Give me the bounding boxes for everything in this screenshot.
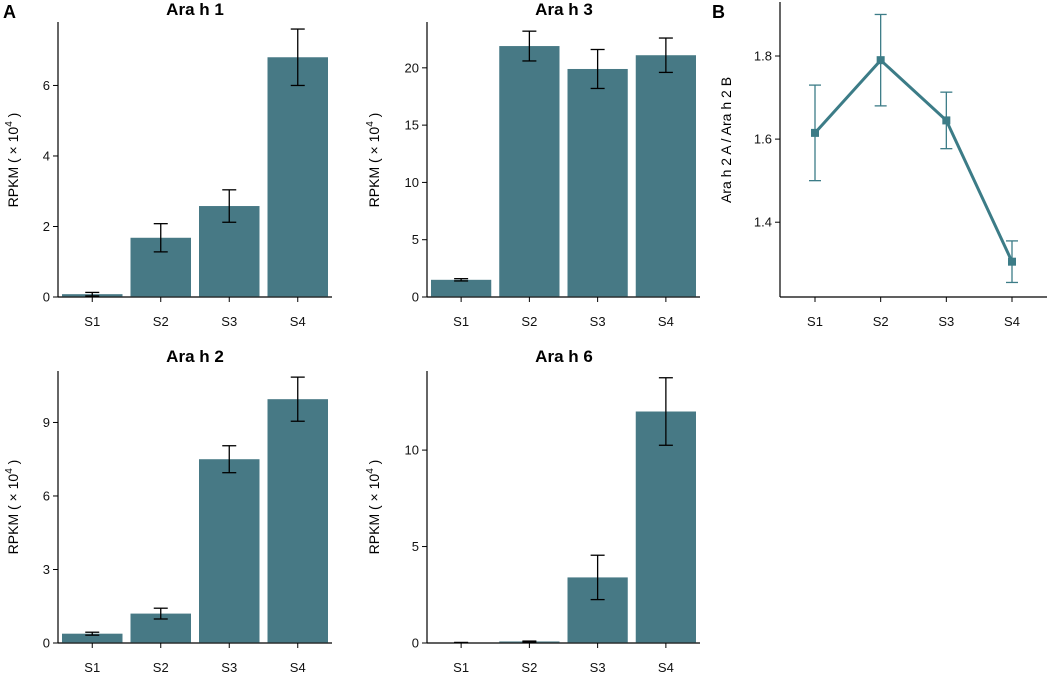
y-tick-label: 1.8 [754, 49, 772, 64]
bar-s4 [267, 399, 328, 643]
x-tick-label: S1 [453, 314, 469, 329]
bar-s1 [431, 279, 492, 297]
y-tick-label: 15 [405, 118, 419, 133]
x-tick-label: S4 [290, 660, 306, 675]
y-axis-label-suffix: ) [5, 113, 21, 122]
y-axis-label-exponent: 4 [4, 121, 15, 127]
y-tick-label: 3 [43, 562, 50, 577]
y-axis-label-exponent: 4 [4, 468, 15, 474]
bar-s2 [499, 46, 560, 297]
y-axis-label-exponent: 4 [365, 468, 376, 474]
y-tick-label: 5 [412, 232, 419, 247]
bar-s3 [199, 459, 260, 643]
y-axis-label-text: RPKM ( × 10 [366, 474, 382, 555]
data-point-s2 [876, 56, 885, 65]
y-axis-label: RPKM ( × 104 ) [365, 113, 382, 208]
x-tick-label: S4 [658, 314, 674, 329]
y-axis-label-text: RPKM ( × 10 [366, 127, 382, 208]
chart-title: Ara h 6 [535, 347, 593, 366]
y-tick-label: 4 [43, 148, 50, 163]
chart-title: Ara h 3 [535, 0, 593, 19]
y-tick-label: 10 [405, 175, 419, 190]
y-tick-label: 0 [412, 290, 419, 305]
data-point-s1 [811, 128, 819, 137]
chart-ara-h-2: 0 3 6 9 Ara h 2 RPKM ( × 104 ) S1 S2 S3 S4 [4, 347, 332, 675]
y-axis-label-suffix: ) [5, 460, 21, 469]
x-tick-label: S3 [221, 660, 237, 675]
y-axis-label: RPKM ( × 104 ) [4, 460, 21, 555]
y-axis-label: RPKM ( × 104 ) [4, 113, 21, 208]
x-tick-label: S3 [590, 314, 606, 329]
y-tick-label: 0 [43, 636, 50, 651]
x-tick-label: S2 [521, 660, 537, 675]
x-tick-label: S2 [153, 314, 169, 329]
x-tick-label: S1 [84, 660, 100, 675]
y-tick-label: 10 [405, 443, 419, 458]
panel-label-a: A [3, 2, 16, 22]
x-tick-label: S2 [153, 660, 169, 675]
chart-title: Ara h 1 [166, 0, 224, 19]
y-axis-label: RPKM ( × 104 ) [365, 460, 382, 555]
x-tick-label: S3 [590, 660, 606, 675]
chart-ara-h-2-ratio: 1.4 1.6 1.8 Ara h 2 A / Ara h 2 B S1 S2 S3 S4 [718, 2, 1047, 329]
y-tick-label: 9 [43, 415, 50, 430]
x-tick-label: S4 [658, 660, 674, 675]
y-axis-label: Ara h 2 A / Ara h 2 B [718, 77, 734, 203]
y-tick-label: 5 [412, 539, 419, 554]
y-tick-label: 1.6 [754, 132, 772, 147]
bar-s1 [62, 633, 123, 643]
data-point-s4 [1008, 257, 1016, 266]
x-tick-label: S3 [221, 314, 237, 329]
chart-title: Ara h 2 [166, 347, 224, 366]
series-line [813, 58, 1014, 263]
y-axis-label-text: RPKM ( × 10 [5, 474, 21, 555]
bar-s3 [567, 68, 628, 297]
x-tick-label: S1 [84, 314, 100, 329]
data-point-s3 [942, 116, 951, 125]
x-tick-label: S1 [807, 314, 823, 329]
panel-label-b: B [712, 2, 725, 22]
x-tick-label: S1 [453, 660, 469, 675]
x-tick-label: S2 [873, 314, 889, 329]
y-tick-label: 0 [412, 636, 419, 651]
chart-ara-h-3: 0 5 10 15 20 Ara h 3 RPKM ( × 104 ) S1 S2 S3 S4 [365, 0, 700, 329]
y-tick-label: 2 [43, 219, 50, 234]
y-tick-label: 20 [405, 60, 419, 75]
x-tick-label: S3 [938, 314, 954, 329]
y-tick-label: 6 [43, 488, 50, 503]
y-tick-label: 1.4 [754, 215, 772, 230]
y-axis-label-text: RPKM ( × 10 [5, 127, 21, 208]
bar-s4 [635, 55, 696, 297]
x-tick-label: S4 [290, 314, 306, 329]
y-tick-label: 6 [43, 78, 50, 93]
y-axis-label-suffix: ) [366, 113, 382, 122]
bar-s4 [635, 411, 696, 643]
bar-s4 [267, 57, 328, 297]
y-tick-label: 0 [43, 290, 50, 305]
y-axis-label-exponent: 4 [365, 121, 376, 127]
x-tick-label: S2 [521, 314, 537, 329]
x-tick-label: S4 [1004, 314, 1020, 329]
y-axis-label-suffix: ) [366, 460, 382, 469]
chart-ara-h-6: 0 5 10 Ara h 6 RPKM ( × 104 ) S1 S2 S3 S4 [365, 347, 700, 675]
